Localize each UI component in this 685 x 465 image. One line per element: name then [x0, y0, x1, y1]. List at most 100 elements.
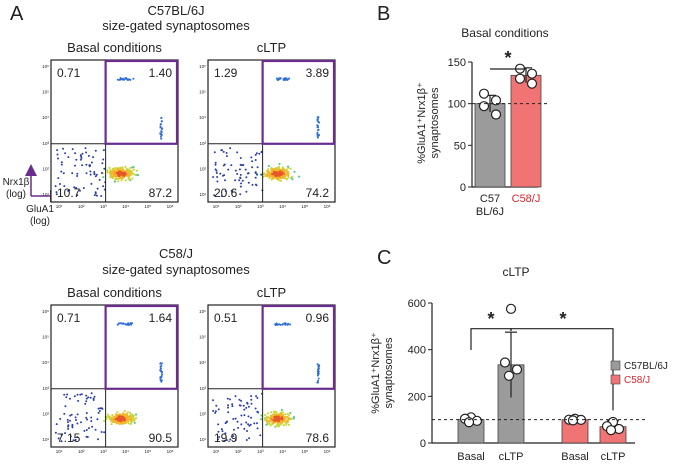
event-dot — [124, 165, 127, 168]
data-point — [514, 73, 526, 84]
event-dot — [247, 423, 250, 426]
event-dot — [121, 322, 124, 325]
event-dot — [239, 193, 242, 196]
event-dot — [288, 414, 291, 417]
event-dot — [74, 416, 77, 419]
event-dot — [222, 150, 225, 153]
event-dot — [93, 395, 96, 398]
event-dot — [69, 397, 71, 400]
event-dot — [84, 147, 87, 150]
event-dot — [212, 409, 215, 412]
y-tick-label: 200 — [408, 391, 426, 403]
event-dot — [279, 419, 282, 422]
event-dot — [76, 436, 79, 439]
event-dot — [133, 421, 136, 424]
event-dot — [281, 166, 285, 169]
x-tick-label: 10⁵ — [301, 204, 308, 209]
event-dot — [284, 174, 287, 177]
x-tick-label: 10⁵ — [144, 204, 151, 209]
event-dot — [284, 323, 287, 326]
y-tick-label: 10² — [42, 166, 49, 171]
event-dot — [269, 171, 272, 174]
event-dot — [292, 417, 295, 420]
event-dot — [225, 439, 228, 442]
event-dot — [114, 167, 117, 170]
event-dot — [120, 417, 123, 420]
event-dot — [286, 412, 289, 416]
event-dot — [285, 168, 288, 171]
event-dot — [126, 414, 129, 417]
event-dot — [287, 165, 290, 168]
event-dot — [83, 429, 86, 432]
event-dot — [71, 426, 74, 429]
event-dot — [215, 404, 218, 407]
event-dot — [110, 423, 113, 426]
event-dot — [239, 157, 242, 159]
event-dot — [214, 161, 217, 164]
event-dot — [159, 126, 162, 129]
event-dot — [126, 169, 129, 172]
event-dot — [89, 173, 92, 176]
event-dot — [251, 166, 254, 169]
event-dot — [213, 194, 216, 197]
event-dot — [111, 414, 114, 417]
legend-label: C57BL/6J — [624, 361, 668, 372]
event-dot — [66, 418, 69, 421]
event-dot — [75, 419, 77, 421]
event-dot — [237, 426, 240, 429]
event-dot — [248, 437, 251, 440]
event-dot — [265, 423, 268, 426]
event-dot — [84, 402, 87, 405]
flow-plots: Basal conditions 10¹ 10¹ 10² 10² 10³ 10³ 10⁴ 10⁴… — [42, 40, 336, 454]
data-point — [505, 303, 517, 314]
event-dot — [62, 172, 65, 175]
event-dot — [92, 156, 95, 159]
event-dot — [135, 417, 138, 420]
event-dot — [132, 414, 136, 417]
event-dot — [86, 436, 89, 438]
event-dot — [316, 131, 319, 134]
event-dot — [283, 172, 286, 175]
event-dot — [276, 172, 279, 175]
y-tick-label: 10⁴ — [42, 360, 49, 365]
event-dot — [110, 173, 113, 176]
event-dot — [245, 439, 248, 441]
event-dot — [88, 427, 90, 430]
event-dot — [248, 424, 251, 427]
y-tick-label: 10⁴ — [199, 115, 206, 120]
event-dot — [267, 164, 270, 168]
event-dot — [100, 407, 103, 410]
event-dot — [275, 177, 279, 181]
plot-frame — [50, 59, 179, 203]
event-dot — [278, 162, 281, 166]
panel-b-letter: B — [377, 3, 390, 25]
event-dot — [97, 438, 99, 441]
event-dot — [85, 400, 88, 403]
event-dot — [274, 419, 277, 422]
event-dot — [55, 193, 58, 196]
y-tick-label: 400 — [408, 345, 426, 357]
event-dot — [283, 78, 286, 81]
flow-plot-title: cLTP — [257, 285, 286, 300]
event-dot — [76, 172, 79, 175]
event-dot — [260, 151, 263, 154]
x-tick-label: 10³ — [257, 449, 264, 454]
event-dot — [264, 413, 267, 417]
event-dot — [85, 416, 88, 419]
event-dot — [255, 173, 258, 176]
event-dot — [214, 411, 217, 414]
event-dot — [277, 174, 281, 177]
event-dot — [268, 422, 271, 425]
x-tick-label: 10¹ — [213, 204, 220, 209]
event-dot — [227, 168, 230, 171]
event-dot — [160, 367, 162, 370]
event-dot — [317, 368, 320, 370]
event-dot — [240, 399, 242, 402]
x-tick-label: 10⁶ — [324, 449, 331, 454]
y-tick-label: 10¹ — [42, 192, 49, 197]
event-dot — [127, 418, 131, 421]
event-dot — [245, 421, 248, 424]
event-dot — [134, 173, 137, 177]
event-dot — [247, 181, 250, 184]
event-dot — [60, 170, 63, 173]
